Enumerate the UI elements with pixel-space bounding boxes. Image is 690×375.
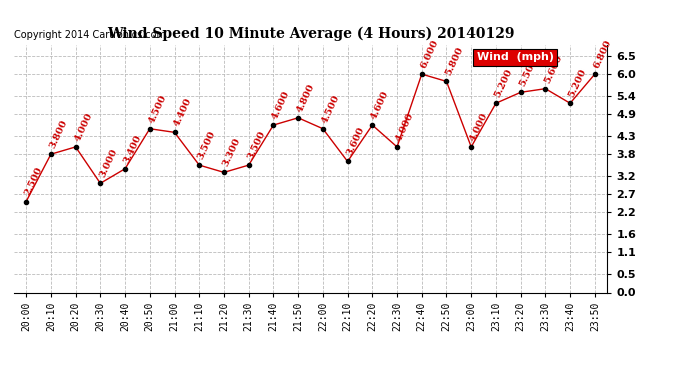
Text: 4.400: 4.400 [172,97,193,128]
Text: 4.500: 4.500 [147,93,168,124]
Title: Wind Speed 10 Minute Average (4 Hours) 20140129: Wind Speed 10 Minute Average (4 Hours) 2… [107,27,514,41]
Text: 3.000: 3.000 [97,147,119,179]
Text: 6.000: 6.000 [419,38,440,70]
Text: 5.800: 5.800 [444,46,465,77]
Text: 4.000: 4.000 [469,111,490,143]
Text: 3.300: 3.300 [221,136,242,168]
Text: 3.600: 3.600 [345,126,366,157]
Text: 5.500: 5.500 [518,57,539,88]
Text: 4.800: 4.800 [295,82,317,114]
Text: 5.200: 5.200 [493,68,514,99]
Text: 4.600: 4.600 [370,89,391,121]
Text: 6.800: 6.800 [592,38,613,70]
Text: 3.800: 3.800 [48,118,69,150]
Text: 4.500: 4.500 [320,93,341,124]
Text: 3.400: 3.400 [122,133,144,165]
Text: Copyright 2014 Cartronics.com: Copyright 2014 Cartronics.com [14,30,166,40]
Text: 4.600: 4.600 [270,89,292,121]
Text: 3.500: 3.500 [197,129,217,161]
Text: 3.500: 3.500 [246,129,267,161]
Text: 5.200: 5.200 [567,68,589,99]
Text: Wind  (mph): Wind (mph) [477,53,553,62]
Text: 5.600: 5.600 [542,53,564,84]
Text: 2.500: 2.500 [23,166,44,197]
Text: 4.000: 4.000 [394,111,415,143]
Text: 4.000: 4.000 [73,111,94,143]
